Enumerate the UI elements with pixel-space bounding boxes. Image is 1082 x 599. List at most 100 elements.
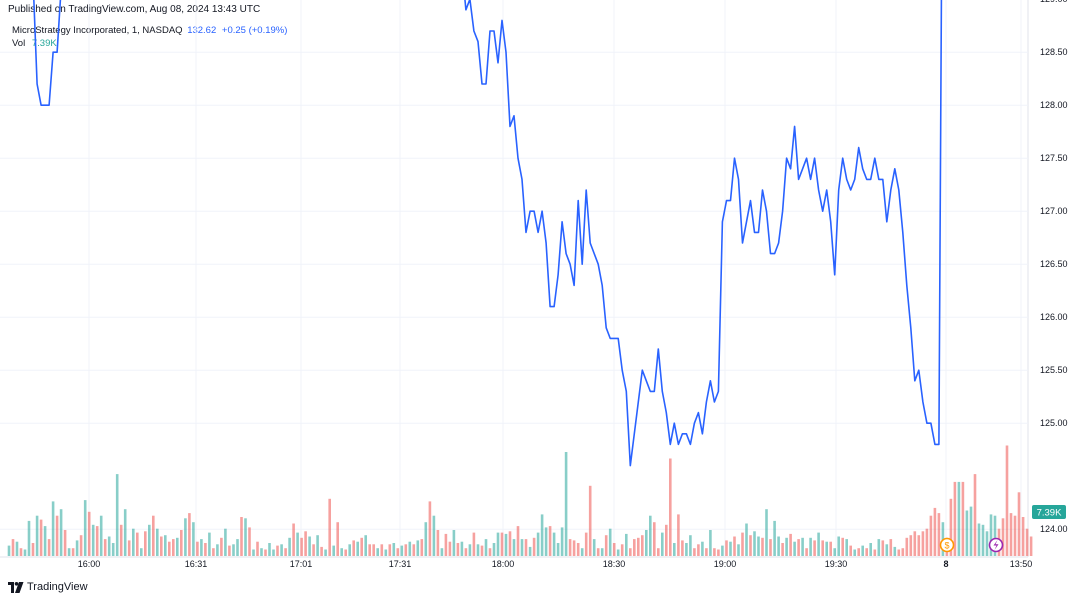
volume-bar xyxy=(107,536,111,556)
volume-bar xyxy=(965,510,969,556)
volume-bar xyxy=(328,498,331,556)
volume-bar xyxy=(200,539,203,556)
volume-bar xyxy=(508,531,512,556)
volume-bar xyxy=(825,541,828,556)
volume-bar xyxy=(821,540,824,556)
volume-bar xyxy=(629,548,632,556)
volume-bar xyxy=(685,543,688,556)
volume-label[interactable]: Vol xyxy=(12,38,26,49)
volume-bar xyxy=(244,518,247,556)
tradingview-logo[interactable]: TradingView xyxy=(8,581,88,593)
volume-bar xyxy=(316,535,319,556)
volume-bar xyxy=(877,539,881,556)
volume-bar xyxy=(717,549,720,556)
volume-bar xyxy=(524,539,528,556)
volume-bar xyxy=(705,548,708,556)
price-axis[interactable]: 133.50133.00132.50132.00131.50131.00130.… xyxy=(1040,0,1068,534)
x-tick-label: 13:50 xyxy=(1010,559,1033,569)
volume-bar xyxy=(127,540,131,556)
y-tick-label: 127.00 xyxy=(1040,206,1068,216)
volume-bar xyxy=(909,535,913,556)
volume-row: Vol 7.39K xyxy=(12,37,287,50)
volume-bar xyxy=(11,539,15,556)
volume-bar xyxy=(885,544,889,556)
volume-bar xyxy=(713,548,716,556)
volume-bar xyxy=(536,532,540,556)
volume-bar xyxy=(757,536,760,556)
event-markers[interactable]: $ xyxy=(939,537,1004,553)
volume-bar xyxy=(769,539,772,556)
volume-bar xyxy=(616,549,620,556)
volume-bar xyxy=(556,543,560,556)
volume-bar xyxy=(785,537,788,556)
y-tick-label: 126.50 xyxy=(1040,259,1068,269)
volume-bar xyxy=(813,540,816,556)
symbol-title[interactable]: MicroStrategy Incorporated, 1, NASDAQ xyxy=(12,25,183,36)
volume-bar xyxy=(961,481,965,556)
volume-bar xyxy=(596,548,600,556)
x-tick-label: 16:00 xyxy=(78,559,101,569)
lightning-event-icon[interactable] xyxy=(988,537,1004,553)
volume-bar xyxy=(620,544,624,556)
volume-bar xyxy=(188,513,191,556)
volume-bar xyxy=(953,481,957,556)
volume-bar xyxy=(1029,536,1033,556)
volume-bar xyxy=(701,541,704,556)
volume-bar xyxy=(224,528,227,556)
volume-bar xyxy=(789,533,792,556)
volume-bar xyxy=(797,539,800,556)
volume-bar xyxy=(1021,517,1025,556)
volume-bar xyxy=(204,543,207,556)
volume-bar xyxy=(889,539,893,556)
volume-bar xyxy=(176,537,179,556)
x-tick-label: 19:00 xyxy=(714,559,737,569)
x-tick-label: 18:00 xyxy=(492,559,515,569)
volume-bar xyxy=(180,530,183,556)
volume-bar xyxy=(933,507,937,556)
volume-bar xyxy=(408,541,412,556)
volume-bar xyxy=(532,537,536,556)
volume-bar xyxy=(1009,513,1013,556)
volume-bar xyxy=(103,539,107,556)
volume-bar xyxy=(761,537,764,556)
x-tick-label: 8 xyxy=(943,559,948,569)
volume-bar xyxy=(649,515,652,556)
y-tick-label: 127.50 xyxy=(1040,153,1068,163)
symbol-row: MicroStrategy Incorporated, 1, NASDAQ 13… xyxy=(12,24,287,37)
volume-bar xyxy=(324,549,327,556)
volume-bar xyxy=(123,509,127,556)
volume-bar xyxy=(59,509,63,556)
volume-bar xyxy=(184,518,187,556)
volume-bar xyxy=(829,541,832,556)
volume-bar xyxy=(973,474,977,556)
volume-bar xyxy=(368,544,371,556)
volume-bar xyxy=(87,511,91,556)
y-tick-label: 125.00 xyxy=(1040,418,1068,428)
volume-bar xyxy=(448,541,452,556)
volume-bar xyxy=(156,528,159,556)
volume-bar xyxy=(817,532,820,556)
volume-bar xyxy=(588,485,592,556)
volume-bar xyxy=(264,549,267,556)
volume-bar xyxy=(981,524,985,556)
dividend-event-icon[interactable]: $ xyxy=(939,537,955,553)
volume-bar xyxy=(168,541,171,556)
volume-bar xyxy=(496,532,500,556)
volume-bar xyxy=(801,537,804,556)
volume-bar xyxy=(600,548,604,556)
volume-bar xyxy=(308,536,311,556)
volume-bar xyxy=(568,539,572,556)
y-tick-label: 126.00 xyxy=(1040,312,1068,322)
volume-bar xyxy=(376,548,379,556)
volume-bar xyxy=(71,548,75,556)
volume-bar xyxy=(641,535,644,556)
time-axis[interactable]: 16:00 16:31 17:01 17:31 18:00 18:30 19:00 19:30… xyxy=(78,559,1033,569)
volume-bar xyxy=(853,549,856,556)
volume-bar xyxy=(75,540,79,556)
volume-bar xyxy=(119,524,123,556)
volume-bar xyxy=(372,544,375,556)
volume-bar xyxy=(913,531,917,556)
x-tick-label: 18:30 xyxy=(603,559,626,569)
volume-bar xyxy=(721,545,724,556)
